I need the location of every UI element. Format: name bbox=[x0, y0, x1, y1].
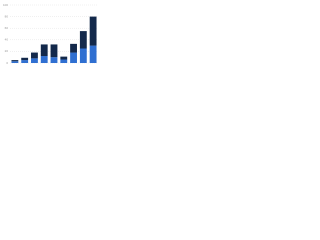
bar-segment bbox=[31, 58, 38, 63]
y-tick-label: 40 bbox=[5, 38, 9, 42]
bar-segment bbox=[79, 31, 87, 49]
y-tick-label: 20 bbox=[5, 49, 9, 53]
y-tick-label: 0 bbox=[6, 61, 8, 65]
bar-segment bbox=[79, 48, 87, 63]
bar-segment bbox=[50, 44, 58, 58]
y-tick-label: 60 bbox=[5, 26, 9, 30]
chart: 0 20 40 60 80 100 bbox=[3, 3, 98, 65]
bar-segment bbox=[70, 43, 77, 53]
bar-segment bbox=[40, 56, 48, 63]
bar-segment bbox=[21, 60, 29, 63]
bar-segment bbox=[89, 16, 97, 46]
bar-segment bbox=[60, 59, 68, 63]
bar-segment bbox=[11, 60, 19, 62]
y-tick-label: 80 bbox=[5, 14, 9, 18]
bar-segment bbox=[21, 57, 29, 61]
bar-segment bbox=[60, 56, 68, 60]
bar-segment bbox=[70, 52, 77, 63]
bar-segment bbox=[40, 44, 48, 57]
bar-segment bbox=[89, 45, 97, 63]
bar-segment bbox=[11, 61, 19, 63]
bar-segment bbox=[31, 52, 38, 59]
bar-segment bbox=[50, 57, 58, 63]
y-tick-label: 100 bbox=[3, 3, 8, 7]
